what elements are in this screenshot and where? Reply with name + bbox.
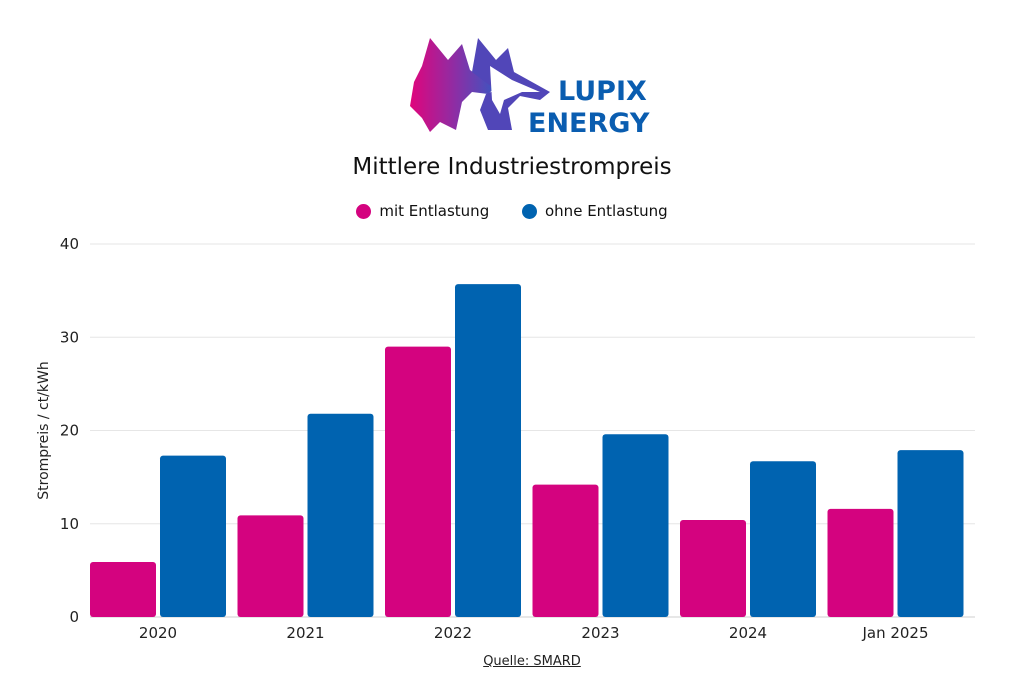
x-tick-label: 2023 bbox=[581, 624, 619, 642]
legend-swatch-ohne bbox=[522, 203, 537, 219]
x-tick-label: 2021 bbox=[286, 624, 324, 642]
chart-title: Mittlere Industriestrompreis bbox=[352, 154, 672, 180]
bar-mit bbox=[90, 561, 156, 617]
x-tick-label: 2020 bbox=[139, 624, 177, 642]
y-tick-label: 20 bbox=[60, 422, 79, 440]
bar-ohne bbox=[455, 284, 521, 617]
bar-mit bbox=[680, 520, 746, 617]
wolf-icon bbox=[410, 38, 550, 132]
legend-label-ohne: ohne Entlastung bbox=[545, 202, 668, 220]
legend-item-ohne: ohne Entlastung bbox=[522, 202, 668, 220]
bar-mit bbox=[237, 515, 304, 617]
x-tick-label: Jan 2025 bbox=[861, 624, 928, 642]
logo-text-line1: LUPIX bbox=[558, 76, 647, 107]
y-tick-label: 30 bbox=[60, 328, 79, 346]
legend: mit Entlastung ohne Entlastung bbox=[0, 202, 1024, 223]
source-note: Quelle: SMARD bbox=[483, 654, 581, 669]
bar-mit bbox=[385, 346, 451, 617]
lupix-energy-logo: LUPIX ENERGY bbox=[410, 38, 650, 139]
bar-mit bbox=[532, 484, 599, 617]
bar-ohne bbox=[307, 413, 374, 617]
y-tick-label: 0 bbox=[69, 608, 79, 626]
bar-ohne bbox=[602, 434, 669, 617]
legend-label-mit: mit Entlastung bbox=[379, 202, 490, 220]
y-axis-label: Strompreis / ct/kWh bbox=[36, 361, 52, 500]
bar-ohne bbox=[897, 450, 964, 617]
y-tick-label: 40 bbox=[60, 235, 79, 253]
x-tick-label: 2022 bbox=[434, 624, 472, 642]
bar-ohne bbox=[160, 455, 226, 617]
bar-ohne bbox=[750, 461, 816, 617]
y-tick-label: 10 bbox=[60, 515, 79, 533]
logo-text-line2: ENERGY bbox=[528, 108, 650, 139]
legend-item-mit: mit Entlastung bbox=[356, 202, 489, 220]
bar-mit bbox=[827, 508, 894, 617]
x-tick-label: 2024 bbox=[729, 624, 767, 642]
legend-swatch-mit bbox=[356, 203, 372, 219]
